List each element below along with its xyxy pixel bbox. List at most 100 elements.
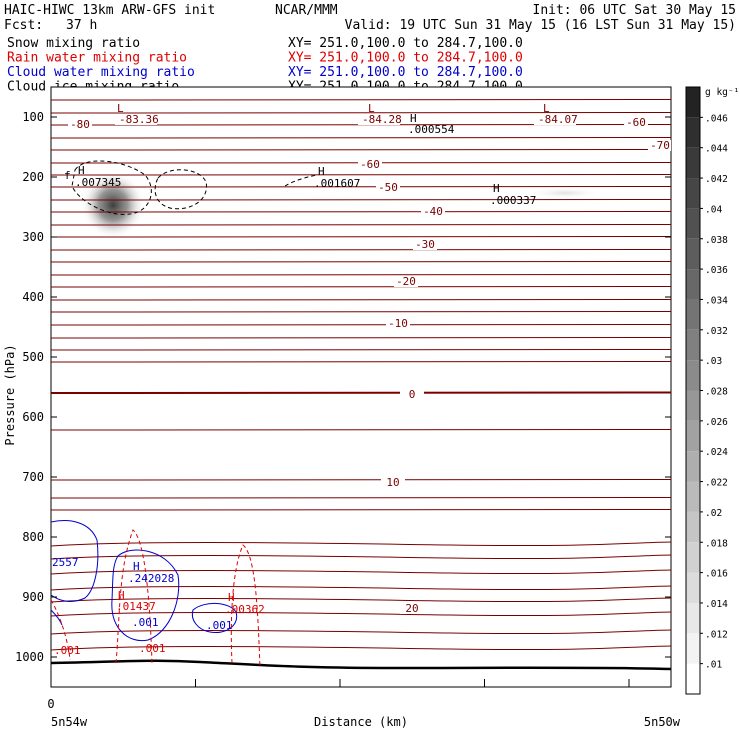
temp-label: -60 bbox=[626, 116, 646, 129]
y-tick-label-500: 500 bbox=[22, 350, 44, 364]
colorbar-segment bbox=[686, 360, 700, 391]
colorbar-segment bbox=[686, 390, 700, 421]
temp-contour-line bbox=[51, 186, 671, 188]
colorbar-segment bbox=[686, 117, 700, 148]
contour-value-label: .001 bbox=[54, 644, 81, 657]
temp-contour-line bbox=[51, 112, 671, 114]
colorbar-segment bbox=[686, 572, 700, 603]
high-marker-letter: H bbox=[493, 182, 500, 195]
rain-contours bbox=[51, 529, 261, 669]
colorbar-segment bbox=[686, 542, 700, 573]
temp-label-bg bbox=[624, 117, 648, 128]
temp-label-bg bbox=[421, 206, 445, 217]
colorbar-label: .012 bbox=[705, 629, 728, 640]
temp-contour-line bbox=[51, 645, 671, 651]
colorbar-label: .026 bbox=[705, 417, 728, 428]
y-tick-label-800: 800 bbox=[22, 530, 44, 544]
colorbar-segment bbox=[686, 481, 700, 512]
cloud-water-contour-3 bbox=[191, 603, 238, 634]
temp-contour-line bbox=[51, 337, 671, 339]
colorbar-label: .018 bbox=[705, 538, 728, 549]
temp-contour-line bbox=[51, 391, 671, 395]
temp-contour-line bbox=[51, 585, 671, 591]
x-right-location: 5n50w bbox=[644, 715, 681, 729]
temp-label: -60 bbox=[360, 158, 380, 171]
forecast-hours: 37 h bbox=[66, 18, 97, 33]
contour-value-label: 2557 bbox=[52, 556, 79, 569]
temp-contour-line bbox=[51, 349, 671, 351]
low-marker-value: -84.07 bbox=[538, 113, 578, 126]
temp-label: -70 bbox=[650, 139, 670, 152]
x-axis-title: Distance (km) bbox=[314, 715, 408, 729]
colorbar-label: .028 bbox=[705, 387, 728, 398]
temp-contour-line bbox=[51, 249, 671, 251]
temp-contour-line bbox=[51, 274, 671, 276]
contour-labels: -80-70-60-60-50-40-30-20-1001020L-83.36L… bbox=[52, 102, 671, 657]
low-label-bg bbox=[115, 114, 157, 125]
high-marker-value: .007345 bbox=[75, 176, 121, 189]
contour-value-label: f bbox=[64, 169, 71, 182]
temp-contour-line bbox=[51, 311, 671, 313]
colorbar-segment bbox=[686, 299, 700, 330]
temp-label-bg bbox=[400, 389, 424, 400]
temp-contour-line bbox=[51, 569, 671, 575]
colorbar-segment bbox=[686, 147, 700, 179]
ground-line bbox=[51, 659, 671, 671]
field-name-2: Cloud water mixing ratio bbox=[7, 65, 195, 80]
cloud-water-contour-1 bbox=[51, 520, 99, 602]
high-marker-letter: H bbox=[118, 589, 125, 602]
high-marker-letter: H bbox=[78, 164, 85, 177]
temp-contour-line bbox=[51, 137, 671, 139]
model-title: HAIC-HIWC 13km ARW-GFS init bbox=[4, 3, 215, 18]
y-tick-label-400: 400 bbox=[22, 290, 44, 304]
colorbar-label: .044 bbox=[705, 144, 728, 155]
colorbar-segment bbox=[686, 602, 700, 634]
temp-label: -10 bbox=[388, 317, 408, 330]
y-tick-label-100: 100 bbox=[22, 110, 44, 124]
y-tick-label-1000: 1000 bbox=[15, 650, 44, 664]
temp-label: -50 bbox=[378, 181, 398, 194]
temp-contour-line bbox=[51, 99, 671, 101]
temp-label-bg bbox=[413, 239, 437, 250]
temp-contour-line bbox=[51, 629, 671, 635]
colorbar-segment bbox=[686, 238, 700, 270]
contour-value-label: .001 bbox=[132, 616, 159, 629]
colorbar-segment bbox=[686, 329, 700, 361]
temp-contour-line bbox=[51, 479, 671, 481]
low-marker-letter: L bbox=[117, 102, 124, 115]
temp-contour-line bbox=[51, 597, 671, 603]
field-xy-1: XY= 251.0,100.0 to 284.7,100.0 bbox=[288, 51, 523, 66]
temp-label-bg bbox=[394, 276, 418, 287]
cloud-water-contour-4 bbox=[51, 609, 63, 626]
colorbar-label: .032 bbox=[705, 326, 728, 337]
temp-contour-line bbox=[51, 509, 671, 511]
temp-contour-line bbox=[51, 261, 671, 263]
y-tick-label-700: 700 bbox=[22, 470, 44, 484]
valid-time: Valid: 19 UTC Sun 31 May 15 (16 LST Sun … bbox=[345, 18, 736, 33]
high-marker-value: .000554 bbox=[408, 123, 455, 136]
high-marker-value: .001607 bbox=[314, 177, 360, 190]
temp-contour-line bbox=[51, 429, 671, 431]
colorbar-segment bbox=[686, 420, 700, 452]
colorbar-label: .014 bbox=[705, 599, 728, 610]
high-marker-value: .00362 bbox=[225, 603, 265, 616]
temp-contour-line bbox=[51, 286, 671, 288]
temp-label-bg bbox=[381, 477, 405, 488]
low-marker-letter: L bbox=[543, 102, 550, 115]
temp-contour-line bbox=[51, 541, 671, 547]
low-marker-letter: L bbox=[368, 102, 375, 115]
temp-contour-line bbox=[51, 199, 671, 201]
x-tick-zero: 0 bbox=[47, 697, 54, 711]
temp-label: 20 bbox=[405, 602, 418, 615]
ice-contours bbox=[71, 160, 319, 215]
x-axis bbox=[50, 679, 630, 687]
ice-contour-3 bbox=[284, 174, 319, 187]
colorbar-label: .046 bbox=[705, 113, 728, 124]
colorbar: g kg⁻¹ .01 .012 .014 .016 .018 .02 .022 .024 .02… bbox=[685, 86, 739, 695]
init-time: Init: 06 UTC Sat 30 May 15 bbox=[533, 3, 737, 18]
colorbar-segment bbox=[686, 269, 700, 300]
y-tick-label-300: 300 bbox=[22, 230, 44, 244]
temp-label: -20 bbox=[396, 275, 416, 288]
